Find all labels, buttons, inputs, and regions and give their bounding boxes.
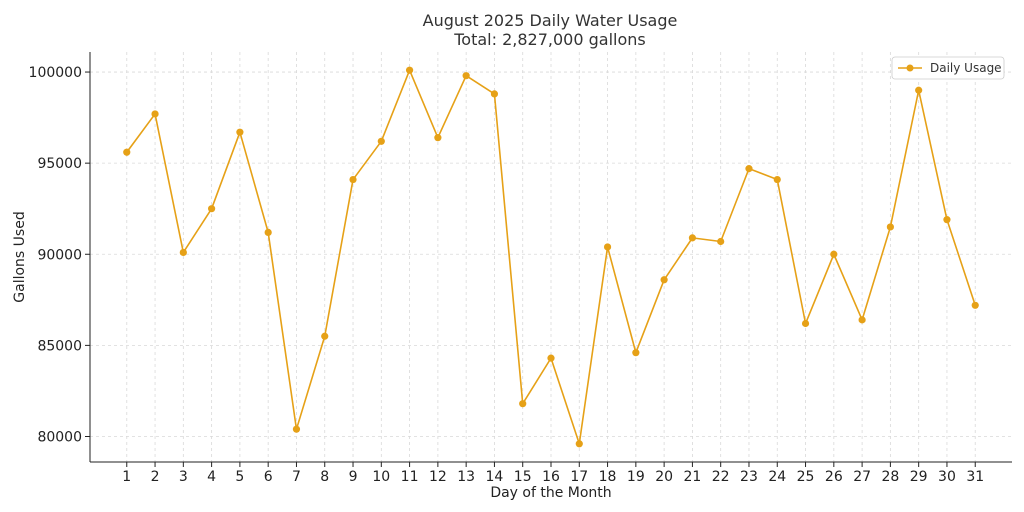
data-point (632, 349, 640, 357)
data-point (321, 332, 329, 340)
x-tick-label: 22 (712, 469, 730, 485)
chart-subtitle: Total: 2,827,000 gallons (453, 30, 645, 49)
x-tick-label: 31 (966, 469, 984, 485)
series (123, 66, 979, 448)
data-point (688, 234, 697, 242)
x-tick-label: 14 (486, 469, 504, 485)
legend-swatch-marker (906, 64, 914, 72)
x-tick-label: 25 (797, 469, 815, 485)
x-tick-label: 21 (683, 469, 701, 485)
grid-lines (90, 52, 1012, 462)
data-point (660, 276, 668, 284)
data-point (123, 148, 131, 156)
data-point (575, 440, 583, 448)
x-ticks: 1 2 3 4 5 6 7 8 9 10 11 12 13 14 15 16 17 18 19 20 21 22 23 24 2… (122, 462, 984, 485)
x-tick-label: 16 (542, 469, 560, 485)
x-axis-label: Day of the Month (490, 485, 611, 501)
x-tick-label: 20 (655, 469, 673, 485)
x-tick-label: 19 (627, 469, 645, 485)
data-point (943, 216, 951, 224)
x-tick-label: 18 (599, 469, 617, 485)
data-point (208, 205, 216, 213)
x-tick-label: 7 (292, 469, 301, 485)
chart-title: August 2025 Daily Water Usage (423, 11, 678, 30)
x-tick-label: 3 (179, 469, 188, 485)
data-point (547, 354, 555, 362)
data-point (830, 250, 838, 258)
data-point (264, 228, 272, 236)
x-tick-label: 8 (320, 469, 329, 485)
data-point (858, 316, 866, 324)
y-tick-label: 85000 (37, 338, 82, 354)
legend-box (891, 56, 1005, 80)
x-tick-label: 2 (151, 469, 160, 485)
data-point (519, 400, 527, 408)
data-point (971, 301, 979, 309)
x-tick-label: 1 (122, 469, 131, 485)
data-point (236, 128, 244, 136)
data-point (349, 175, 357, 184)
y-tick-label: 90000 (37, 247, 82, 263)
x-tick-label: 4 (207, 469, 216, 485)
data-point (292, 425, 301, 433)
legend-label: Daily Usage (930, 61, 1002, 75)
data-point (405, 66, 414, 74)
data-point (490, 90, 499, 98)
x-tick-label: 28 (881, 469, 899, 485)
x-tick-label: 12 (429, 469, 447, 485)
x-tick-label: 15 (514, 469, 532, 485)
y-tick-label: 100000 (29, 65, 82, 81)
x-tick-label: 9 (349, 469, 358, 485)
data-point (717, 237, 725, 246)
legend: Daily Usage (891, 56, 1005, 80)
y-tick-label: 80000 (37, 429, 82, 445)
x-tick-label: 11 (401, 469, 419, 485)
data-point (915, 86, 923, 94)
data-point (886, 223, 894, 231)
x-tick-label: 30 (938, 469, 956, 485)
x-tick-label: 23 (740, 469, 758, 485)
data-point (179, 248, 187, 257)
data-point (377, 137, 385, 145)
x-tick-label: 27 (853, 469, 871, 485)
y-axis-label: Gallons Used (12, 211, 28, 302)
data-point (745, 165, 753, 173)
y-tick-label: 95000 (37, 156, 82, 172)
x-tick-label: 10 (372, 469, 390, 485)
data-point (773, 175, 781, 184)
data-point (462, 72, 470, 80)
x-tick-label: 13 (457, 469, 475, 485)
y-ticks: 80000 85000 90000 95000 100000 (29, 65, 90, 445)
data-point (434, 134, 442, 142)
data-point (603, 243, 612, 251)
data-point (151, 110, 159, 118)
x-tick-label: 24 (768, 469, 786, 485)
x-tick-label: 17 (570, 469, 588, 485)
x-tick-label: 6 (264, 469, 273, 485)
x-tick-label: 5 (235, 469, 244, 485)
data-point (801, 319, 810, 328)
x-tick-label: 26 (825, 469, 843, 485)
x-tick-label: 29 (910, 469, 928, 485)
